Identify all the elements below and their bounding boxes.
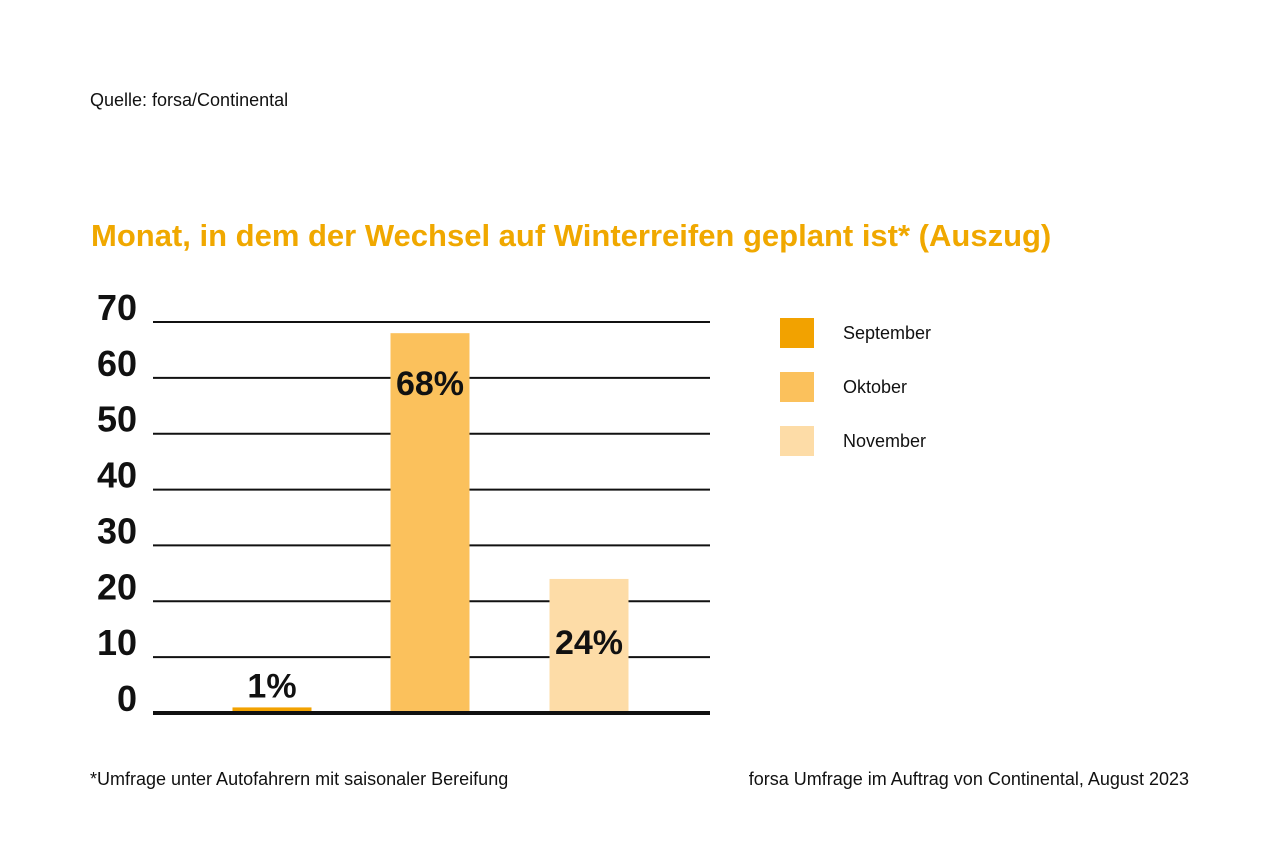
bar-oktober — [390, 333, 470, 713]
y-tick-label-50: 50 — [97, 399, 137, 440]
legend-label-september: September — [843, 322, 932, 343]
data-label-oktober: 68% — [396, 365, 464, 403]
y-tick-label-70: 70 — [97, 287, 137, 328]
footnote: *Umfrage unter Autofahrern mit saisonale… — [90, 769, 509, 789]
y-tick-label-60: 60 — [97, 343, 137, 384]
legend-item-november: November — [780, 426, 931, 456]
data-label-november: 24% — [555, 624, 623, 662]
legend-swatch-september — [780, 318, 814, 348]
bar-september — [232, 707, 312, 713]
legend-label-oktober: Oktober — [843, 376, 908, 397]
data-label-september: 1% — [247, 667, 296, 705]
chart-title: Monat, in dem der Wechsel auf Winterreif… — [91, 218, 1052, 253]
legend-swatch-oktober — [780, 372, 814, 402]
y-tick-label-40: 40 — [97, 455, 137, 496]
legend-item-september: September — [780, 318, 931, 348]
legend-item-oktober: Oktober — [780, 372, 931, 402]
y-tick-label-10: 10 — [97, 622, 137, 663]
bar-chart: 0 10 20 30 40 50 60 70 1% 68% 24% — [97, 287, 710, 719]
legend-label-november: November — [843, 430, 927, 451]
legend: September Oktober November — [780, 318, 931, 480]
y-tick-label-30: 30 — [97, 510, 137, 551]
y-tick-label-20: 20 — [97, 566, 137, 607]
y-tick-label-0: 0 — [117, 678, 137, 719]
bar-november — [549, 578, 629, 713]
survey-credit: forsa Umfrage im Auftrag von Continental… — [748, 769, 1189, 789]
source-label: Quelle: forsa/Continental — [90, 90, 289, 110]
legend-swatch-november — [780, 426, 814, 456]
